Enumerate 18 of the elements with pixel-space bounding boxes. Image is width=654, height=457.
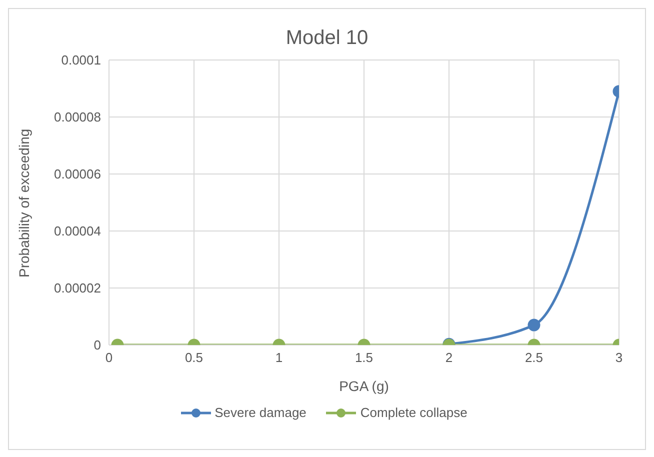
x-tick-label: 1.5 <box>354 350 374 366</box>
x-tick-label: 1 <box>275 350 283 366</box>
chart-title: Model 10 <box>284 27 370 50</box>
y-tick-label: 0.00006 <box>54 166 101 182</box>
y-tick-label: 0.00002 <box>54 280 101 296</box>
x-tick-label: 2 <box>445 350 453 366</box>
legend-label: Severe damage <box>214 405 306 420</box>
legend-label: Complete collapse <box>360 405 468 420</box>
y-tick-label: 0.00008 <box>54 110 101 125</box>
y-tick-label: 0 <box>94 338 101 353</box>
x-tick-label: 3 <box>615 350 623 366</box>
y-tick-label: 0.0001 <box>61 52 101 68</box>
x-axis-title: PGA (g) <box>339 378 389 394</box>
x-tick-label: 0 <box>105 350 113 366</box>
y-tick-label: 0.00004 <box>54 224 101 239</box>
y-axis-title: Probability of exceeding <box>16 128 32 278</box>
x-tick-label: 2.5 <box>524 350 544 366</box>
x-tick-label: 0.5 <box>184 350 204 366</box>
